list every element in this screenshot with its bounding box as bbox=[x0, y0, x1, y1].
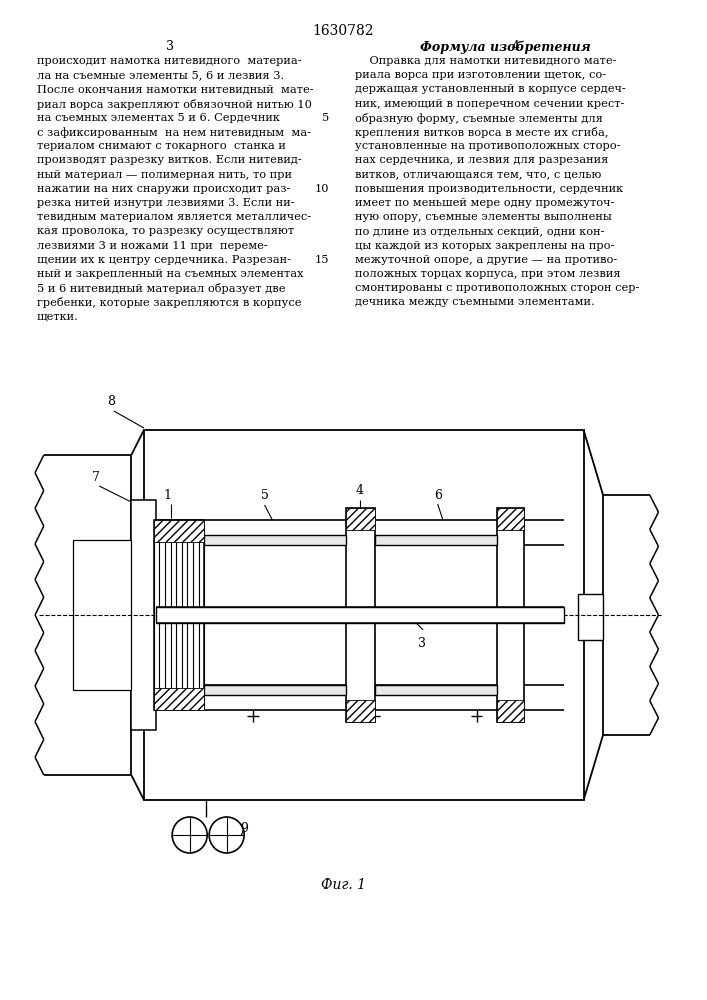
Text: 7: 7 bbox=[93, 471, 100, 484]
Bar bbox=[204, 535, 346, 545]
Text: риал ворса закрепляют обвязочной нитью 10: риал ворса закрепляют обвязочной нитью 1… bbox=[37, 99, 312, 110]
Text: цы каждой из которых закреплены на про-: цы каждой из которых закреплены на про- bbox=[355, 241, 614, 251]
Text: имеет по меньшей мере одну промежуточ-: имеет по меньшей мере одну промежуточ- bbox=[355, 198, 614, 208]
Text: тевидным материалом является металличес-: тевидным материалом является металличес- bbox=[37, 212, 311, 222]
Bar bbox=[153, 520, 204, 542]
Text: нажатии на них снаружи происходит раз-: нажатии на них снаружи происходит раз- bbox=[37, 184, 291, 194]
Bar bbox=[375, 685, 497, 695]
Text: гребенки, которые закрепляются в корпусе: гребенки, которые закрепляются в корпусе bbox=[37, 297, 301, 308]
Text: установленные на противоположных сторо-: установленные на противоположных сторо- bbox=[355, 141, 621, 151]
Bar bbox=[578, 594, 603, 640]
Text: крепления витков ворса в месте их сгиба,: крепления витков ворса в месте их сгиба, bbox=[355, 127, 609, 138]
Bar bbox=[497, 508, 525, 530]
Bar bbox=[346, 508, 375, 722]
Text: щении их к центру сердечника. Разрезан-: щении их к центру сердечника. Разрезан- bbox=[37, 255, 291, 265]
Text: 4: 4 bbox=[356, 484, 364, 497]
Text: 10: 10 bbox=[314, 184, 329, 194]
Text: резка нитей изнутри лезвиями 3. Если ни-: резка нитей изнутри лезвиями 3. Если ни- bbox=[37, 198, 295, 208]
Text: межуточной опоре, а другие — на противо-: межуточной опоре, а другие — на противо- bbox=[355, 255, 617, 265]
Text: 9: 9 bbox=[240, 822, 248, 834]
Text: с зафиксированным  на нем нитевидным  ма-: с зафиксированным на нем нитевидным ма- bbox=[37, 127, 311, 138]
Text: лезвиями 3 и ножами 11 при  переме-: лезвиями 3 и ножами 11 при переме- bbox=[37, 241, 268, 251]
Text: ную опору, съемные элементы выполнены: ную опору, съемные элементы выполнены bbox=[355, 212, 612, 222]
Text: дечника между съемными элементами.: дечника между съемными элементами. bbox=[355, 297, 595, 307]
Bar bbox=[375, 535, 497, 545]
Text: происходит намотка нитевидного  материа-: происходит намотка нитевидного материа- bbox=[37, 56, 302, 66]
Text: 3: 3 bbox=[419, 637, 426, 650]
Text: Фиг. 1: Фиг. 1 bbox=[321, 878, 366, 892]
Bar bbox=[204, 685, 346, 695]
Bar bbox=[156, 607, 564, 623]
Text: 4: 4 bbox=[511, 40, 520, 53]
Text: кая проволока, то разрезку осуществляют: кая проволока, то разрезку осуществляют bbox=[37, 226, 294, 236]
Bar bbox=[153, 520, 204, 710]
Text: 15: 15 bbox=[314, 255, 329, 265]
Text: производят разрезку витков. Если нитевид-: производят разрезку витков. Если нитевид… bbox=[37, 155, 302, 165]
Bar bbox=[73, 540, 132, 690]
Text: 5: 5 bbox=[322, 113, 329, 123]
Bar bbox=[153, 688, 204, 710]
Bar bbox=[132, 500, 156, 730]
Text: 5: 5 bbox=[261, 489, 269, 502]
Bar bbox=[497, 508, 525, 722]
Text: Формула изобретения: Формула изобретения bbox=[421, 40, 591, 53]
Text: щетки.: щетки. bbox=[37, 312, 79, 322]
Text: териалом снимают с токарного  станка и: териалом снимают с токарного станка и bbox=[37, 141, 286, 151]
Text: ный материал — полимерная нить, то при: ный материал — полимерная нить, то при bbox=[37, 170, 292, 180]
Text: витков, отличающаяся тем, что, с целью: витков, отличающаяся тем, что, с целью bbox=[355, 170, 602, 180]
Text: 5 и 6 нитевидный материал образует две: 5 и 6 нитевидный материал образует две bbox=[37, 283, 286, 294]
Bar bbox=[346, 508, 375, 530]
Text: повышения производительности, сердечник: повышения производительности, сердечник bbox=[355, 184, 623, 194]
Text: положных торцах корпуса, при этом лезвия: положных торцах корпуса, при этом лезвия bbox=[355, 269, 621, 279]
Text: ный и закрепленный на съемных элементах: ный и закрепленный на съемных элементах bbox=[37, 269, 303, 279]
Bar bbox=[144, 430, 583, 800]
Text: риала ворса при изготовлении щеток, со-: риала ворса при изготовлении щеток, со- bbox=[355, 70, 606, 80]
Text: на съемных элементах 5 и 6. Сердечник: на съемных элементах 5 и 6. Сердечник bbox=[37, 113, 280, 123]
Text: держащая установленный в корпусе сердеч-: держащая установленный в корпусе сердеч- bbox=[355, 84, 626, 94]
Text: 3: 3 bbox=[166, 40, 174, 53]
Text: Оправка для намотки нитевидного мате-: Оправка для намотки нитевидного мате- bbox=[355, 56, 617, 66]
Bar bbox=[346, 700, 375, 722]
Text: ник, имеющий в поперечном сечении крест-: ник, имеющий в поперечном сечении крест- bbox=[355, 99, 624, 109]
Text: 1630782: 1630782 bbox=[312, 24, 374, 38]
Text: 8: 8 bbox=[107, 395, 115, 408]
Text: 1: 1 bbox=[163, 489, 171, 502]
Text: смонтированы с противоположных сторон сер-: смонтированы с противоположных сторон се… bbox=[355, 283, 639, 293]
Bar bbox=[497, 700, 525, 722]
Text: ла на съемные элементы 5, 6 и лезвия 3.: ла на съемные элементы 5, 6 и лезвия 3. bbox=[37, 70, 284, 80]
Text: После окончания намотки нитевидный  мате-: После окончания намотки нитевидный мате- bbox=[37, 84, 314, 94]
Text: образную форму, съемные элементы для: образную форму, съемные элементы для bbox=[355, 113, 603, 124]
Text: 6: 6 bbox=[433, 489, 442, 502]
Text: нах сердечника, и лезвия для разрезания: нах сердечника, и лезвия для разрезания bbox=[355, 155, 609, 165]
Text: по длине из отдельных секций, одни кон-: по длине из отдельных секций, одни кон- bbox=[355, 226, 604, 236]
